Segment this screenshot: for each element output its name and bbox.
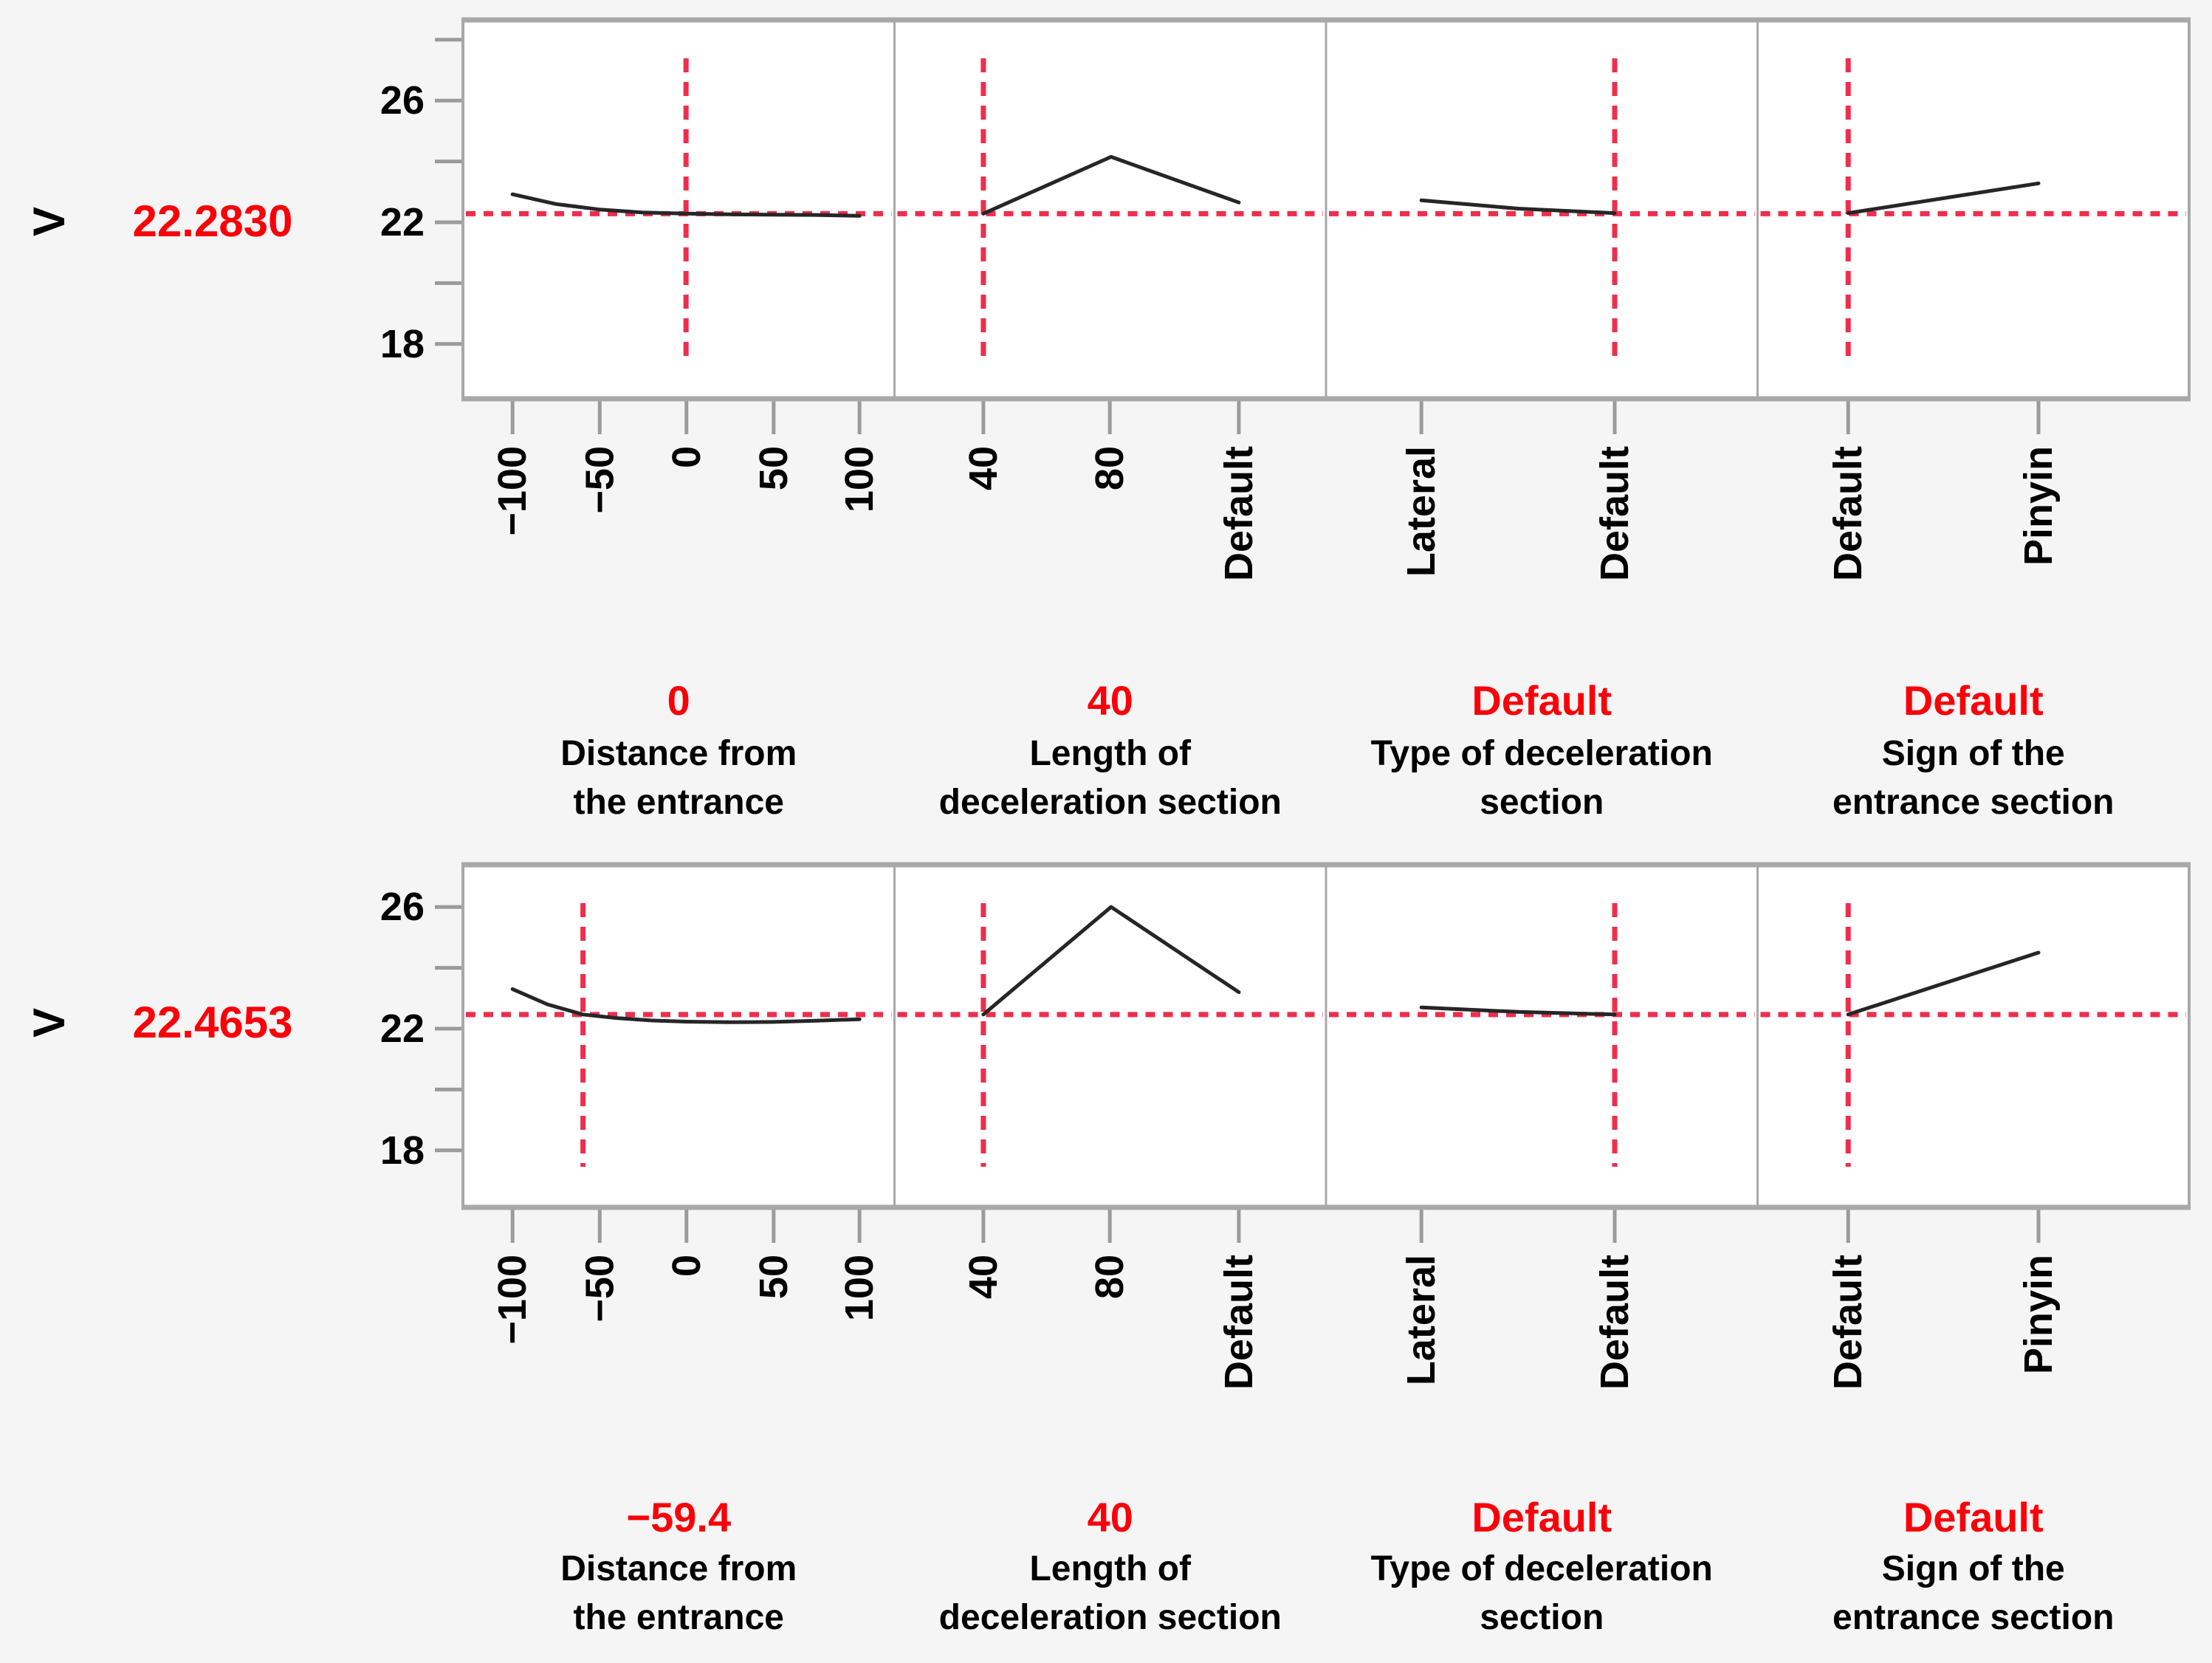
factor-name: Sign of the entrance section <box>1758 1545 2190 1642</box>
factor-name-line: Distance from <box>560 1549 797 1588</box>
plot-panel <box>1326 865 1758 1207</box>
profile-curve <box>981 154 1241 216</box>
x-tick-label: 100 <box>837 1255 882 1321</box>
factor-name-line: Type of deceleration <box>1370 1549 1713 1588</box>
x-tick-label: −50 <box>577 1255 622 1323</box>
factor-current-value: Default <box>1903 1494 2044 1540</box>
plot-panel <box>894 20 1326 399</box>
x-tick-label: −50 <box>577 446 622 514</box>
x-tick-label: Pinyin <box>2016 1255 2061 1374</box>
x-tick-label: 0 <box>664 446 709 468</box>
plot-panel <box>463 20 895 399</box>
factor-name-line: the entrance <box>573 1598 784 1637</box>
profile-curve <box>981 905 1241 1017</box>
factor-name-line: deceleration section <box>938 783 1282 822</box>
x-tick-label: Default <box>1593 1255 1637 1390</box>
response-predicted-value: 22.2830 <box>132 196 293 246</box>
factor-name-line: Length of <box>1029 1549 1192 1588</box>
factor-name-line: deceleration section <box>938 1598 1282 1637</box>
factor-name: Type of deceleration section <box>1326 730 1758 827</box>
factor-name: Length of deceleration section <box>895 1545 1327 1642</box>
factor-name-line: section <box>1480 783 1604 822</box>
profile-curve <box>1846 950 2041 1017</box>
factor-name-line: Sign of the <box>1881 734 2065 773</box>
factor-name-line: entrance section <box>1833 783 2115 822</box>
factor-name-line: section <box>1480 1598 1604 1637</box>
x-tick-label: 50 <box>752 1255 796 1299</box>
x-tick-label: 100 <box>837 446 882 512</box>
profile-curve <box>1419 1005 1617 1017</box>
profile-curve <box>1419 198 1617 216</box>
response-axis-label: V <box>24 1007 75 1038</box>
factor-name: Distance from the entrance <box>463 730 895 827</box>
factor-name: Distance from the entrance <box>463 1545 895 1642</box>
factor-current-value: Default <box>1471 1494 1612 1540</box>
x-tick-label: Pinyin <box>2016 446 2061 566</box>
x-tick-label: 40 <box>961 1255 1006 1299</box>
plot-panel <box>1757 20 2189 399</box>
x-tick-label: Default <box>1217 446 1261 581</box>
y-tick-label: 22 <box>380 1007 425 1051</box>
factor-name: Length of deceleration section <box>895 730 1327 827</box>
response-predicted-value: 22.4653 <box>132 998 293 1047</box>
x-tick-label: Default <box>1593 446 1637 581</box>
y-tick-label: 18 <box>380 1128 425 1173</box>
factor-name-line: the entrance <box>573 783 784 822</box>
profile-curve <box>510 987 862 1024</box>
x-tick-label: 80 <box>1088 1255 1132 1299</box>
factor-name-line: entrance section <box>1833 1598 2115 1637</box>
factor-current-value: −59.4 <box>626 1494 732 1540</box>
factor-name-line: Distance from <box>560 734 797 773</box>
x-tick-label: 0 <box>664 1255 709 1277</box>
plot-panel <box>1757 865 2189 1207</box>
x-tick-label: Default <box>1217 1255 1261 1390</box>
x-tick-label: −100 <box>490 446 535 536</box>
x-tick-label: 50 <box>752 446 796 490</box>
response-axis-label: V <box>24 206 75 237</box>
plot-panel <box>463 865 895 1207</box>
x-tick-label: Lateral <box>1399 446 1443 577</box>
factor-name: Type of deceleration section <box>1326 1545 1758 1642</box>
factor-name: Sign of the entrance section <box>1758 730 2190 827</box>
y-tick-label: 26 <box>380 885 425 929</box>
x-tick-label: Default <box>1826 1255 1870 1390</box>
factor-name-line: Type of deceleration <box>1370 734 1713 773</box>
x-tick-label: Lateral <box>1399 1255 1443 1385</box>
profile-curve <box>510 192 862 218</box>
y-tick-label: 26 <box>380 78 425 123</box>
y-tick-label: 22 <box>380 200 425 244</box>
factor-current-value: Default <box>1471 677 1612 724</box>
factor-current-value: 40 <box>1087 677 1133 724</box>
y-tick-label: 18 <box>380 322 425 366</box>
factor-name-line: Sign of the <box>1881 1549 2065 1588</box>
x-tick-label: 40 <box>961 446 1006 490</box>
factor-name-line: Length of <box>1029 734 1192 773</box>
x-tick-label: 80 <box>1088 446 1132 490</box>
x-tick-label: Default <box>1826 446 1870 581</box>
factor-current-value: 0 <box>667 677 690 724</box>
x-tick-label: −100 <box>490 1255 535 1345</box>
factor-current-value: Default <box>1903 677 2044 724</box>
profile-curve <box>1846 181 2041 216</box>
plot-panel <box>894 865 1326 1207</box>
factor-current-value: 40 <box>1087 1494 1133 1540</box>
